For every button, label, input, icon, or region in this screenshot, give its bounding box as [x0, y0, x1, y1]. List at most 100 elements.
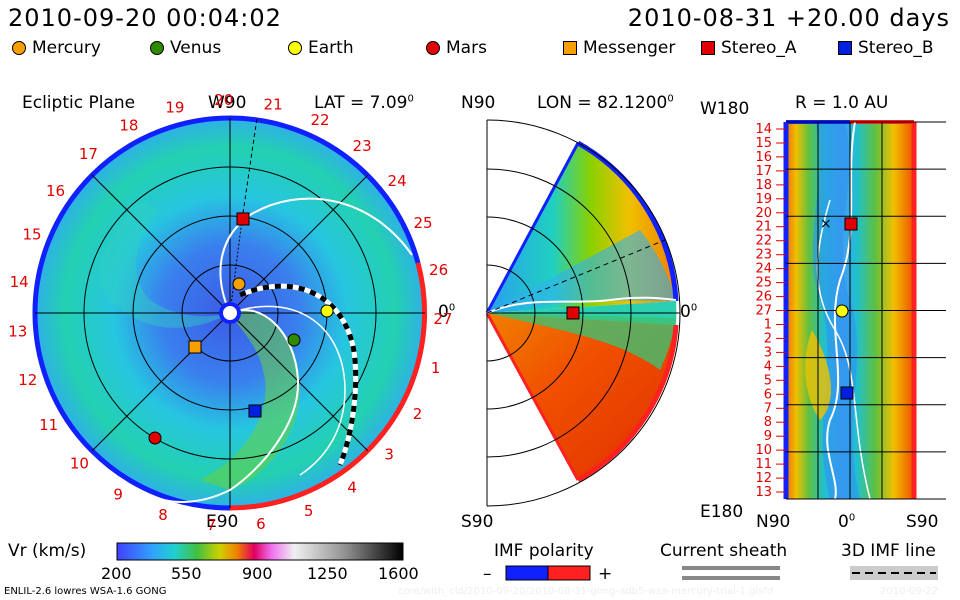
model-run-label: 2010-08-31 +20.00 days	[627, 4, 950, 32]
shell-carrington-label: 16	[755, 150, 772, 165]
shell-carrington-label: 27	[755, 304, 772, 319]
carrington-label: 8	[158, 506, 168, 524]
current-sheath-swatch-2	[682, 576, 780, 580]
venus-marker	[287, 333, 301, 347]
shell-carrington-label: 24	[755, 262, 772, 277]
mercury-marker-icon	[12, 41, 26, 55]
venus-marker-icon	[150, 41, 164, 55]
carrington-label: 21	[264, 95, 283, 113]
messenger-marker	[188, 340, 202, 354]
shell-mid-label: 00	[838, 512, 856, 532]
sun-icon	[219, 302, 241, 324]
shell-map-plot: × 14151617181920212223242526271234567891…	[755, 120, 946, 500]
earth-marker-icon	[288, 41, 302, 55]
carrington-label: 17	[79, 145, 98, 163]
shell-stereo-a-marker	[844, 217, 858, 231]
meridional-plot	[485, 119, 681, 507]
shell-carrington-label: 22	[755, 234, 772, 249]
shell-carrington-label: 25	[755, 276, 772, 291]
date-footer: 2010-09-22	[880, 586, 939, 597]
messenger-marker-icon	[563, 41, 577, 55]
carrington-label: 25	[413, 214, 432, 232]
carrington-label: 15	[22, 225, 41, 243]
earth-marker	[320, 304, 334, 318]
legend-item-venus: Venus	[150, 38, 221, 58]
carrington-label: 13	[8, 323, 27, 341]
shell-grid	[786, 121, 946, 500]
meridional-top-label: N90	[461, 93, 496, 113]
shell-carrington-label: 12	[755, 471, 772, 486]
path-footer: core/with_cld/2010-09-20/2010-08-31-gong…	[398, 586, 774, 597]
mercury-marker	[232, 277, 246, 291]
shell-radius-label: R = 1.0 AU	[795, 93, 889, 113]
ecliptic-top-label: W90	[208, 93, 247, 113]
ecliptic-plane-plot: 19 20 212223242526271234567891011121314151…	[8, 91, 452, 534]
legend-item-mars: Mars	[426, 38, 487, 58]
carrington-label: 23	[353, 137, 372, 155]
ecliptic-bottom-label: E90	[206, 512, 239, 532]
shell-carrington-label: 3	[764, 345, 772, 360]
svg-text:×: ×	[820, 216, 832, 232]
shell-south-label: S90	[906, 512, 939, 532]
mars-marker-icon	[426, 41, 440, 55]
ecliptic-carrington-labels: 19 20 212223242526271234567891011121314151…	[8, 91, 452, 534]
timestamp: 2010-09-20 00:04:02	[8, 4, 282, 32]
imf-minus-label: –	[483, 564, 492, 584]
shell-carrington-label: 23	[755, 248, 772, 263]
ecliptic-zero-label: 00	[438, 302, 456, 322]
carrington-label: 26	[429, 261, 448, 279]
carrington-label: 14	[10, 273, 29, 291]
legend-item-stereo-b: Stereo_B	[838, 38, 934, 58]
shell-carrington-label: 6	[764, 387, 772, 402]
colorbar-label: Vr (km/s)	[8, 541, 87, 561]
shell-carrington-label: 17	[755, 164, 772, 179]
carrington-label: 9	[113, 485, 123, 503]
shell-carrington-label: 9	[764, 429, 772, 444]
shell-carrington-label: 26	[755, 290, 772, 305]
legend-item-stereo-a: Stereo_A	[701, 38, 797, 58]
carrington-label: 2	[413, 405, 423, 423]
carrington-label: 19	[165, 98, 184, 116]
carrington-label: 12	[18, 371, 37, 389]
current-sheath-label: Current sheath	[660, 541, 788, 561]
carrington-label: 22	[310, 111, 329, 129]
carrington-label: 1	[431, 359, 441, 377]
imf-positive-swatch	[547, 565, 591, 581]
carrington-label: 4	[347, 479, 357, 497]
shell-east-label: E180	[700, 502, 744, 522]
shell-carrington-label: 21	[755, 220, 772, 235]
meridional-earth-marker	[566, 306, 580, 320]
carrington-label: 27	[433, 310, 452, 328]
shell-stereo-b-marker	[840, 386, 854, 400]
shell-west-label: W180	[700, 99, 750, 119]
carrington-label: 10	[70, 455, 89, 473]
shell-carrington-label: 5	[764, 373, 772, 388]
carrington-label: 6	[256, 515, 266, 533]
shell-carrington-label: 10	[755, 443, 772, 458]
legend-item-mercury: Mercury	[12, 38, 101, 58]
carrington-label: 18	[119, 117, 138, 135]
mars-marker	[148, 431, 162, 445]
legend-item-messenger: Messenger	[563, 38, 675, 58]
imf-line-1	[219, 197, 413, 314]
velocity-colorbar	[116, 542, 404, 561]
shell-carrington-label: 2	[764, 331, 772, 346]
shell-carrington-label: 7	[764, 401, 772, 416]
meridional-bottom-label: S90	[461, 512, 494, 532]
stereo-b-marker-icon	[838, 41, 852, 55]
current-sheath-swatch-1	[682, 566, 780, 570]
model-footer: ENLIL-2.6 lowres WSA-1.6 GONG	[4, 586, 167, 597]
shell-carrington-labels: 1415161718192021222324252627123456789101…	[755, 122, 786, 500]
shell-carrington-label: 15	[755, 136, 772, 151]
colorbar-tick-1250: 1250	[307, 564, 348, 583]
meridional-zero-label: 00	[680, 302, 698, 322]
imf-line-2	[149, 308, 300, 503]
imf-plus-label: +	[598, 564, 613, 584]
imf-polarity-label: IMF polarity	[494, 541, 594, 561]
polarity-arc-neg-1	[229, 115, 421, 264]
ecliptic-title: Ecliptic Plane	[22, 93, 136, 113]
shell-carrington-label: 20	[755, 206, 772, 221]
imf-line-3	[229, 305, 346, 476]
colorbar-tick-200: 200	[101, 564, 132, 583]
